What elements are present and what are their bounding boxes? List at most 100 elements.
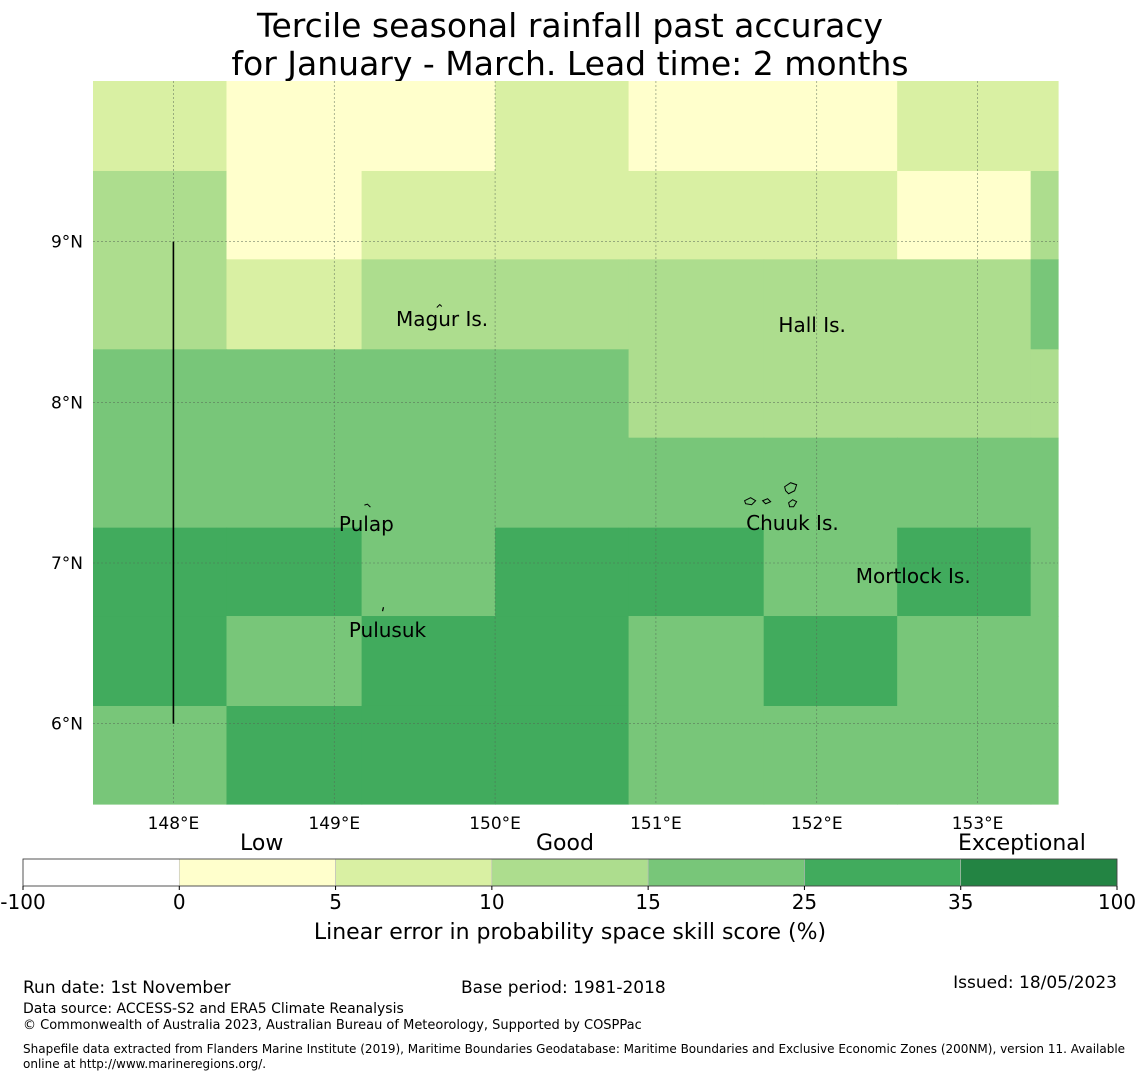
- colorbar-swatch-3: [491, 858, 649, 887]
- grid-cell-r2-c5: [763, 259, 898, 350]
- title-line-1: Tercile seasonal rainfall past accuracy: [256, 6, 884, 45]
- grid-cell-r4-c6: [897, 437, 1032, 529]
- grid-cell-r0-c4: [628, 81, 765, 172]
- colorbar-tick-label: 15: [635, 890, 660, 914]
- grid-cell-r6-c0: [93, 616, 228, 707]
- colorbar-tick-label: 25: [792, 890, 817, 914]
- colorbar-axis-label: Linear error in probability space skill …: [313, 920, 827, 945]
- grid-cell-r6-c5: [763, 616, 898, 707]
- grid-cell-r4-c1: [226, 437, 363, 529]
- colorbar-swatch-0: [22, 858, 180, 887]
- colorbar-tick-label: 5: [329, 890, 342, 914]
- colorbar-tick-label: -100: [0, 890, 45, 914]
- x-tick-label: 148°E: [148, 814, 200, 834]
- grid-cell-r7-c3: [495, 705, 630, 805]
- grid-cell-r0-c5: [763, 81, 898, 172]
- grid-cell-r4-c0: [93, 437, 228, 529]
- grid-cell-r4-c7: [1030, 437, 1059, 529]
- colorbar-category-exceptional: Exceptional: [958, 831, 1086, 856]
- grid-cell-r3-c7: [1030, 349, 1059, 439]
- grid-cell-r1-c6: [897, 170, 1032, 260]
- grid-cell-r5-c4: [628, 527, 765, 617]
- grid-cell-r4-c3: [495, 437, 630, 529]
- colorbar-swatch-4: [647, 858, 805, 887]
- title-line-2: for January - March. Lead time: 2 months: [231, 44, 909, 83]
- skill-grid: [93, 81, 1059, 805]
- grid-cell-r6-c6: [897, 616, 1032, 707]
- graticule: [93, 81, 1058, 804]
- grid-cell-r1-c2: [361, 170, 496, 260]
- grid-cell-r2-c4: [628, 259, 765, 350]
- pulap-island-outline: [364, 503, 371, 508]
- grid-cell-r6-c7: [1030, 616, 1059, 707]
- colorbar-swatch-6: [960, 858, 1118, 887]
- x-tick-label: 153°E: [952, 814, 1004, 834]
- colorbar-tick-label: 35: [948, 890, 973, 914]
- grid-cell-r2-c3: [495, 259, 630, 350]
- colorbar-swatch-1: [178, 858, 336, 887]
- data-source: Data source: ACCESS-S2 and ERA5 Climate …: [23, 1001, 404, 1017]
- colorbar-swatch-2: [335, 858, 493, 887]
- grid-cell-r0-c2: [361, 81, 496, 172]
- grid-cell-r2-c7: [1030, 259, 1059, 350]
- island-outlines: [364, 303, 798, 612]
- grid-cell-r0-c3: [495, 81, 630, 172]
- grid-cell-r2-c6: [897, 259, 1032, 350]
- grid-cell-r3-c2: [361, 349, 496, 439]
- grid-cell-r1-c1: [226, 170, 363, 260]
- grid-cell-r2-c1: [226, 259, 363, 350]
- x-tick-label: 149°E: [308, 814, 360, 834]
- grid-cell-r5-c2: [361, 527, 496, 617]
- grid-cell-r2-c2: [361, 259, 496, 350]
- grid-cell-r7-c2: [361, 705, 496, 805]
- grid-cell-r6-c1: [226, 616, 363, 707]
- base-period: Base period: 1981-2018: [461, 978, 666, 998]
- x-tick-label: 150°E: [469, 814, 521, 834]
- shapefile-credit-line-1: Shapefile data extracted from Flanders M…: [23, 1042, 1126, 1056]
- grid-cell-r3-c5: [763, 349, 898, 439]
- grid-cell-r5-c3: [495, 527, 630, 617]
- grid-cell-r5-c7: [1030, 527, 1059, 617]
- grid-cell-r3-c0: [93, 349, 228, 439]
- shapefile-credit-line-2: online at http://www.marineregions.org/.: [23, 1057, 267, 1071]
- place-label: Magur Is.: [396, 306, 489, 331]
- grid-cell-r5-c5: [763, 527, 898, 617]
- y-tick-label: 9°N: [51, 233, 83, 253]
- y-tick-label: 7°N: [51, 554, 83, 574]
- axis-ticks: 148°E 149°E 150°E 151°E 152°E 153°E 9°N 8°N 7°N 6…: [51, 233, 1003, 834]
- grid-cell-r0-c7: [1030, 81, 1059, 172]
- grid-cell-r1-c3: [495, 170, 630, 260]
- place-label: Hall Is.: [778, 313, 846, 338]
- place-label: Chuuk Is.: [746, 510, 839, 535]
- grid-cell-r1-c0: [93, 170, 228, 260]
- grid-cell-r0-c0: [93, 81, 228, 172]
- run-date: Run date: 1st November: [23, 978, 231, 998]
- y-tick-label: 6°N: [51, 715, 83, 735]
- grid-cell-r3-c4: [628, 349, 765, 439]
- map-figure: 148°E 149°E 150°E 151°E 152°E 153°E 9°N 8°N 7°N 6…: [0, 81, 1136, 914]
- grid-cell-r5-c0: [93, 527, 228, 617]
- colorbar-category-good: Good: [536, 831, 594, 856]
- grid-cell-r0-c6: [897, 81, 1032, 172]
- grid-cell-r7-c4: [628, 705, 765, 805]
- grid-cell-r3-c6: [897, 349, 1032, 439]
- colorbar-swatch-5: [804, 858, 962, 887]
- x-tick-label: 151°E: [630, 814, 682, 834]
- place-label: Pulap: [338, 512, 394, 537]
- grid-cell-r3-c1: [226, 349, 363, 439]
- grid-cell-r7-c5: [763, 705, 898, 805]
- issued-date: Issued: 18/05/2023: [953, 973, 1117, 993]
- colorbar: -100 0 5 10 15 25 35 100: [0, 858, 1136, 914]
- x-tick-label: 152°E: [791, 814, 843, 834]
- grid-cell-r7-c7: [1030, 705, 1059, 805]
- colorbar-tick-label: 0: [173, 890, 186, 914]
- grid-cell-r4-c2: [361, 437, 496, 529]
- colorbar-category-low: Low: [240, 831, 284, 856]
- grid-cell-r6-c3: [495, 616, 630, 707]
- grid-cell-r7-c0: [93, 705, 228, 805]
- grid-cell-r5-c1: [226, 527, 363, 617]
- grid-cell-r7-c6: [897, 705, 1032, 805]
- grid-cell-r0-c1: [226, 81, 363, 172]
- magur-island-outline: [436, 303, 443, 308]
- grid-cell-r1-c5: [763, 170, 898, 260]
